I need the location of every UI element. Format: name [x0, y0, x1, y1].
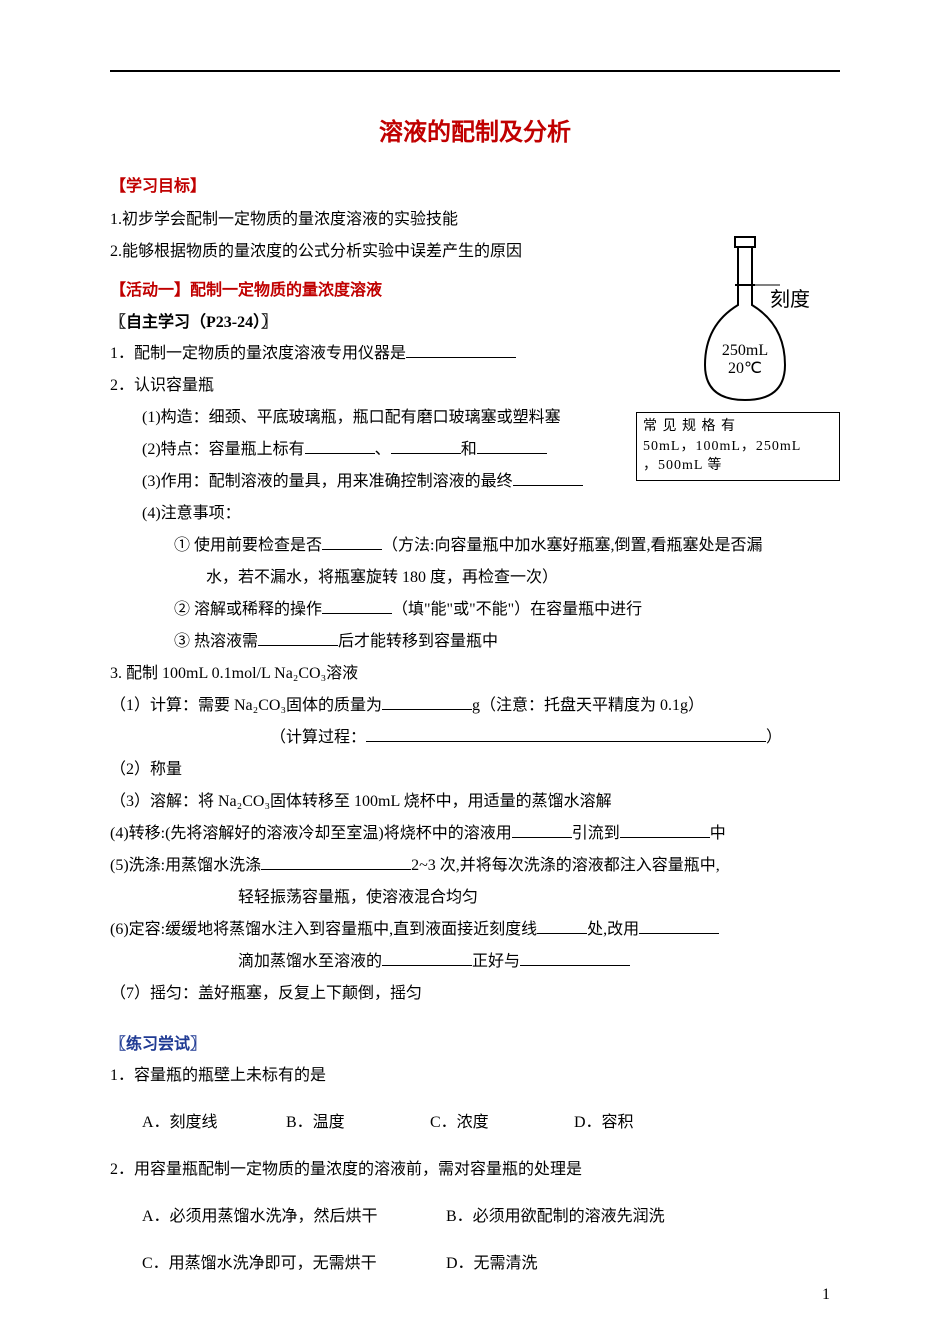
- spec-box: 常 见 规 格 有 50mL，100mL，250mL ，500mL 等: [636, 412, 840, 481]
- q2-opt-b: B．必须用欲配制的溶液先润洗: [446, 1202, 665, 1232]
- blank: [520, 949, 630, 966]
- q1-opt-b: B．温度: [286, 1108, 426, 1138]
- goal-1: 1.初步学会配制一定物质的量浓度溶液的实验技能: [110, 204, 840, 236]
- blank: [382, 949, 472, 966]
- item-3: 3. 配制 100mL 0.1mol/L Na₂CO₃溶液: [110, 658, 840, 690]
- blank: [639, 917, 719, 934]
- item-3-1: （1）计算：需要 Na₂CO₃固体的质量为g（注意：托盘天平精度为 0.1g）: [110, 690, 840, 722]
- item-2-4: (4)注意事项：: [110, 498, 840, 530]
- item-2-4-1c: 水，若不漏水，将瓶塞旋转 180 度，再检查一次）: [110, 562, 840, 594]
- blank: [366, 725, 766, 742]
- blank: [322, 597, 392, 614]
- item-3-6: (6)定容:缓缓地将蒸馏水注入到容量瓶中,直到液面接近刻度线处,改用: [110, 914, 840, 946]
- q1-opt-d: D．容积: [574, 1108, 634, 1138]
- blank: [258, 629, 338, 646]
- flask-volume: 250mL: [722, 342, 768, 359]
- blank: [382, 693, 472, 710]
- blank: [391, 437, 461, 454]
- blank: [261, 853, 411, 870]
- blank: [512, 821, 572, 838]
- item-3-6b: 滴加蒸馏水至溶液的正好与: [110, 946, 840, 978]
- flask-diagram: 250mL 20℃ 刻度: [660, 235, 830, 410]
- spec-line1: 常 见 规 格 有: [643, 419, 736, 434]
- flask-temp: 20℃: [728, 360, 762, 377]
- q2-options-row2: C．用蒸馏水洗净即可，无需烘干 D．无需清洗: [110, 1249, 840, 1279]
- q1-options: A．刻度线 B．温度 C．浓度 D．容积: [110, 1108, 840, 1138]
- item-2-4-3: ③ 热溶液需后才能转移到容量瓶中: [110, 626, 840, 658]
- blank: [322, 533, 382, 550]
- top-rule: [110, 70, 840, 72]
- item-2-4-1a: ① 使用前要检查是否（方法:向容量瓶中加水塞好瓶塞,倒置,看瓶塞处是否漏: [110, 530, 840, 562]
- volumetric-flask-icon: 250mL 20℃: [685, 235, 805, 405]
- q2-opt-c: C．用蒸馏水洗净即可，无需烘干: [142, 1249, 442, 1279]
- q2-opt-d: D．无需清洗: [446, 1249, 538, 1279]
- question-1: 1．容量瓶的瓶壁上未标有的是 A．刻度线 B．温度 C．浓度 D．容积: [110, 1060, 840, 1138]
- page-number: 1: [822, 1286, 830, 1304]
- page: 溶液的配制及分析 250mL 20℃ 刻度 常 见 规 格 有 50mL，100…: [0, 0, 950, 1344]
- doc-title: 溶液的配制及分析: [110, 112, 840, 147]
- q2-opt-a: A．必须用蒸馏水洗净，然后烘干: [142, 1202, 442, 1232]
- item-3-5: (5)洗涤:用蒸馏水洗涤2~3 次,并将每次洗涤的溶液都注入容量瓶中,: [110, 850, 840, 882]
- practice-head: 〖练习尝试〗: [110, 1030, 840, 1054]
- item-2-4-2: ② 溶解或稀释的操作（填"能"或"不能"）在容量瓶中进行: [110, 594, 840, 626]
- item-3-3: （3）溶解：将 Na₂CO₃固体转移至 100mL 烧杯中，用适量的蒸馏水溶解: [110, 786, 840, 818]
- item-3-7: （7）摇匀：盖好瓶塞，反复上下颠倒，摇匀: [110, 978, 840, 1010]
- blank: [305, 437, 375, 454]
- blank: [406, 341, 516, 358]
- blank: [620, 821, 710, 838]
- blank: [513, 469, 583, 486]
- item-3-5b: 轻轻振荡容量瓶，使溶液混合均匀: [110, 882, 840, 914]
- q1-opt-c: C．浓度: [430, 1108, 570, 1138]
- spec-line2: 50mL，100mL，250mL: [643, 439, 801, 454]
- flask-scale-label: 刻度: [770, 283, 810, 312]
- item-3-2: （2）称量: [110, 754, 840, 786]
- item-3-4: (4)转移:(先将溶解好的溶液冷却至室温)将烧杯中的溶液用引流到中: [110, 818, 840, 850]
- q1-opt-a: A．刻度线: [142, 1108, 282, 1138]
- learning-goal-head: 【学习目标】: [110, 172, 840, 196]
- blank: [477, 437, 547, 454]
- question-2: 2．用容量瓶配制一定物质的量浓度的溶液前，需对容量瓶的处理是 A．必须用蒸馏水洗…: [110, 1154, 840, 1279]
- q1-stem: 1．容量瓶的瓶壁上未标有的是: [110, 1060, 840, 1092]
- q2-stem: 2．用容量瓶配制一定物质的量浓度的溶液前，需对容量瓶的处理是: [110, 1154, 840, 1186]
- spec-line3: ，500mL 等: [643, 458, 722, 473]
- q2-options-row1: A．必须用蒸馏水洗净，然后烘干 B．必须用欲配制的溶液先润洗: [110, 1202, 840, 1232]
- item-3-1-calc: （计算过程：）: [110, 722, 840, 754]
- blank: [537, 917, 587, 934]
